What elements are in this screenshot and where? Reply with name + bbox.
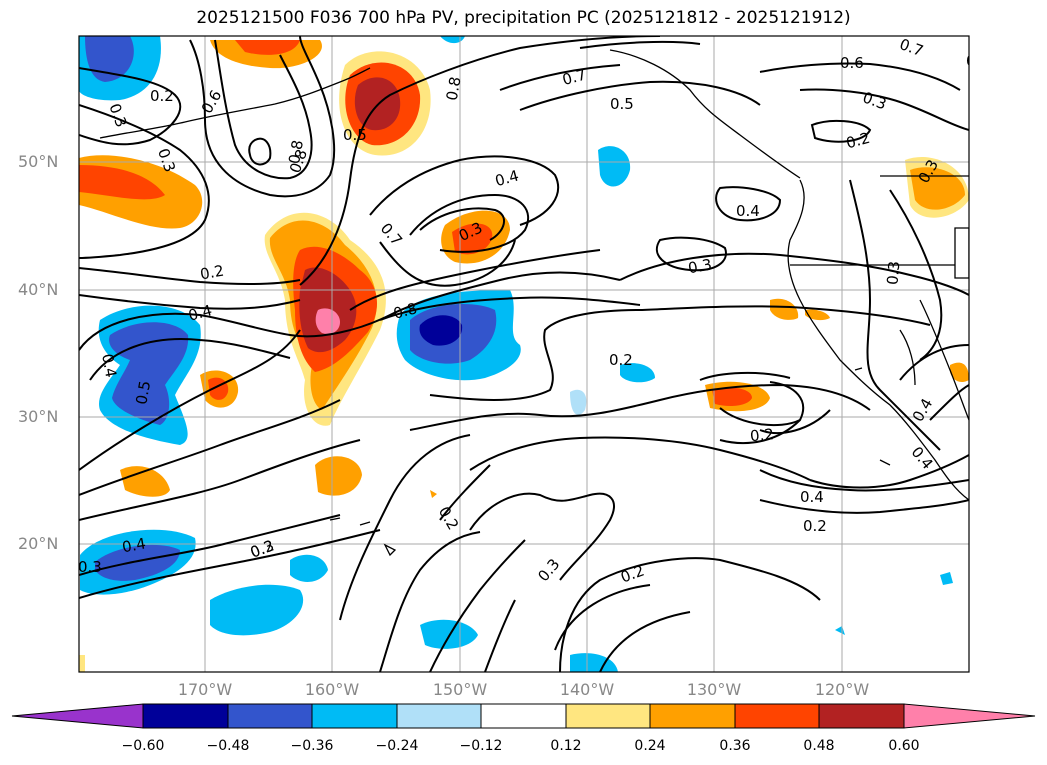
contour-label: 0.2 xyxy=(803,517,827,535)
colorbar-tick-label: 0.60 xyxy=(888,738,920,754)
colorbar-bin xyxy=(565,703,651,729)
colorbar-tick-label: −0.36 xyxy=(290,738,334,754)
lon-label: 170°W xyxy=(177,680,233,699)
contour-label: 0.5 xyxy=(132,379,154,406)
lon-label: 150°W xyxy=(432,680,488,699)
contour-label: 0.4 xyxy=(493,166,521,190)
contour-label: 0.6 xyxy=(840,54,864,72)
map-area: 0.2 0.3 0.6 0.8 0.5 0.8 0.7 0.6 0.7 0.3 … xyxy=(78,36,990,672)
colorbar xyxy=(11,703,1036,729)
contour-label: 0.5 xyxy=(343,126,367,144)
contour-label: 0.2 xyxy=(199,262,226,284)
contour-label: 0.4 xyxy=(98,352,120,379)
map-frame xyxy=(78,35,970,673)
colorbar-bin xyxy=(311,703,398,729)
contour-label: 0.4 xyxy=(800,488,824,506)
lon-label: 130°W xyxy=(686,680,742,699)
colorbar-extend-low xyxy=(11,703,144,729)
lat-label: 50°N xyxy=(18,152,59,171)
contour-label: 0.2 xyxy=(609,351,633,369)
lat-label: 20°N xyxy=(18,534,59,553)
colorbar-bin xyxy=(227,703,313,729)
lat-label: 40°N xyxy=(18,280,59,299)
pv-contours xyxy=(79,36,969,672)
contour-label: 0.4 xyxy=(121,534,148,556)
contour-label: 0.2 xyxy=(150,87,174,105)
contour-label: 0.3 xyxy=(687,255,714,277)
lon-label: 160°W xyxy=(304,680,360,699)
contour-label: 0.8 xyxy=(443,75,465,102)
colorbar-bin xyxy=(734,703,820,729)
contour-label: 0.4 xyxy=(736,202,760,220)
contour-label: 0.3 xyxy=(78,558,102,576)
contour-label: 0.7 xyxy=(560,65,588,89)
colorbar-bin xyxy=(396,703,482,729)
contour-label: 0.8 xyxy=(391,299,419,323)
colorbar-bin xyxy=(818,703,905,729)
map-title: 2025121500 F036 700 hPa PV, precipitatio… xyxy=(196,8,851,28)
colorbar-bin xyxy=(480,703,567,729)
contour-label: 0.2 xyxy=(844,129,872,153)
lon-label: 140°W xyxy=(559,680,615,699)
colorbar-extend-high xyxy=(903,703,1036,729)
contour-label: 0.8 xyxy=(285,139,307,166)
colorbar-tick-label: −0.12 xyxy=(459,738,503,754)
lon-label: 120°W xyxy=(814,680,870,699)
colorbar-bin xyxy=(142,703,229,729)
colorbar-tick-label: −0.24 xyxy=(375,738,419,754)
coastlines xyxy=(99,49,969,557)
colorbar-tick-label: 0.48 xyxy=(803,738,835,754)
contour-label: 0.3 xyxy=(883,260,903,285)
colorbar-tick-label: 0.12 xyxy=(550,738,582,754)
colorbar-bin xyxy=(649,703,736,729)
colorbar-tick-label: −0.60 xyxy=(121,738,165,754)
contour-label: 0.4 xyxy=(186,301,214,325)
lat-label: 30°N xyxy=(18,407,59,426)
colorbar-tick-label: 0.36 xyxy=(719,738,751,754)
contour-label: 0.3 xyxy=(966,52,990,70)
colorbar-tick-label: −0.48 xyxy=(206,738,250,754)
contour-label: 0.2 xyxy=(749,425,774,445)
contour-label: 0.5 xyxy=(610,95,634,113)
colorbar-tick-label: 0.24 xyxy=(634,738,666,754)
